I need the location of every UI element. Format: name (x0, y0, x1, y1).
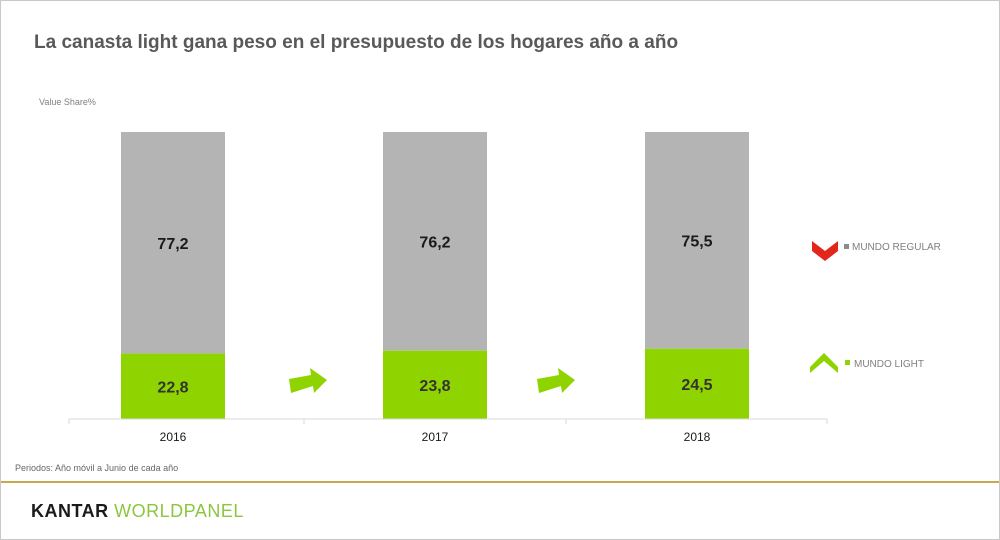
footer-divider (1, 481, 999, 483)
y-axis-label: Value Share% (39, 97, 96, 107)
bar-regular-2018 (645, 132, 749, 349)
data-label-regular-2018: 75,5 (681, 233, 712, 250)
stacked-bar-chart: 77,2 22,8 76,2 23,8 75,5 24,5 2016 2017 2018 MU… (68, 132, 941, 444)
x-tick-label-2018: 2018 (684, 430, 711, 444)
x-tick-label-2017: 2017 (422, 430, 449, 444)
legend-swatch-light (845, 360, 850, 365)
data-label-regular-2017: 76,2 (419, 234, 450, 251)
trend-arrow-2 (537, 368, 575, 393)
bar-regular-2017 (383, 132, 487, 351)
legend-chevron-down-icon (812, 241, 838, 261)
data-label-light-2017: 23,8 (419, 378, 450, 395)
bar-light-2018 (645, 348, 749, 419)
bar-light-2016 (121, 353, 225, 419)
chart-title: La canasta light gana peso en el presupu… (34, 32, 679, 53)
trend-arrow-1 (289, 368, 327, 393)
legend-chevron-up-icon (810, 353, 838, 373)
data-label-light-2018: 24,5 (681, 377, 712, 394)
footnote: Periodos: Año móvil a Junio de cada año (15, 463, 179, 473)
bar-light-2017 (383, 350, 487, 419)
logo-kantar: KANTAR (31, 501, 115, 521)
legend-label-light: MUNDO LIGHT (854, 359, 924, 370)
bar-regular-2016 (121, 132, 225, 354)
logo-worldpanel: WORLDPANEL (114, 501, 244, 521)
legend-swatch-regular (844, 244, 849, 249)
kantar-worldpanel-logo: KANTAR WORLDPANEL (31, 501, 244, 522)
data-label-light-2016: 22,8 (157, 379, 188, 396)
x-tick-label-2016: 2016 (160, 430, 187, 444)
data-label-regular-2016: 77,2 (157, 236, 188, 253)
legend-label-regular: MUNDO REGULAR (852, 242, 941, 253)
